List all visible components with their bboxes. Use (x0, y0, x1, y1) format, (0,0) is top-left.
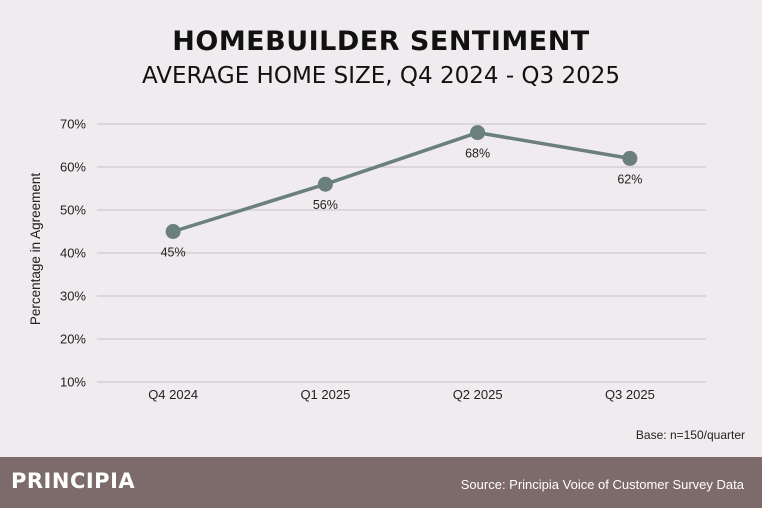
data-label: 62% (617, 172, 642, 186)
data-point (165, 224, 181, 239)
data-point (470, 125, 486, 141)
data-point (317, 176, 333, 192)
footer-bar: PRINCIPIA Source: Principia Voice of Cus… (0, 457, 762, 508)
y-axis-label: Percentage in Agreement (28, 173, 43, 326)
y-tick-label: 30% (60, 289, 86, 304)
x-tick-label: Q4 2024 (148, 387, 198, 402)
source-note: Source: Principia Voice of Customer Surv… (460, 477, 744, 492)
data-point (622, 150, 638, 166)
x-tick-label: Q1 2025 (300, 387, 350, 402)
data-label: 56% (313, 198, 338, 212)
chart-title: HOMEBUILDER SENTIMENT (172, 26, 590, 57)
principia-logo: PRINCIPIA (11, 469, 136, 493)
data-label: 45% (161, 246, 186, 260)
y-tick-label: 20% (60, 332, 86, 347)
y-tick-label: 10% (60, 375, 86, 390)
base-note: Base: n=150/quarter (635, 428, 745, 442)
x-tick-label: Q3 2025 (605, 387, 655, 402)
y-tick-label: 40% (60, 246, 86, 261)
y-tick-label: 70% (60, 117, 86, 132)
y-tick-label: 60% (60, 160, 86, 175)
series-line (172, 130, 631, 234)
x-tick-label: Q2 2025 (453, 387, 503, 402)
chart-subtitle: AVERAGE HOME SIZE, Q4 2024 - Q3 2025 (141, 63, 621, 89)
data-label: 68% (465, 147, 490, 161)
y-tick-label: 50% (60, 203, 86, 218)
line-chart: 10% 20% 30% 40% 50% 60% 70% Q4 2024 Q1 2025 Q2 20… (28, 117, 706, 402)
